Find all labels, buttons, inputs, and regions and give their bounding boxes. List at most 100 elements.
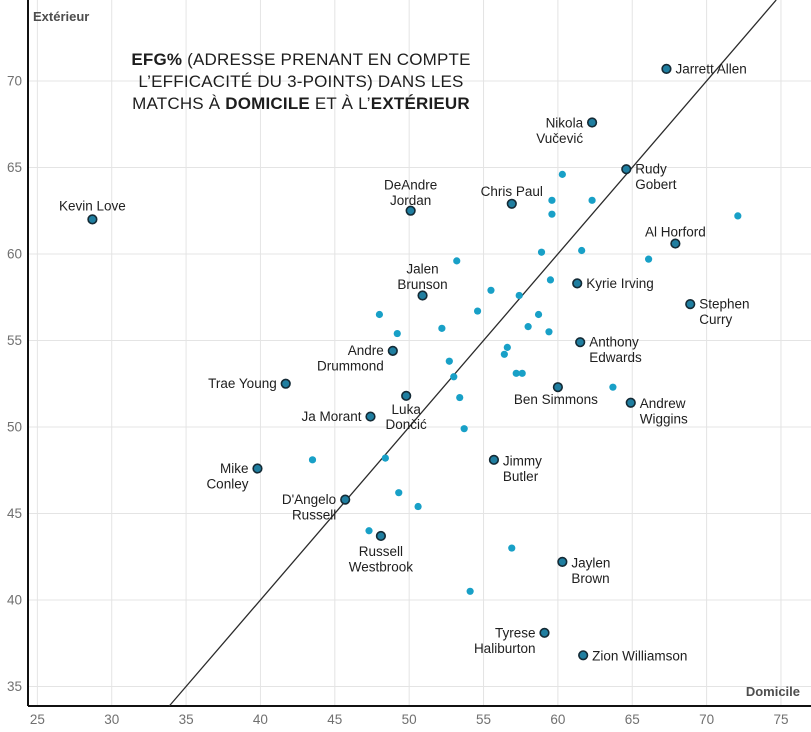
- player-label: D'Angelo: [282, 492, 336, 507]
- data-point: [609, 383, 617, 391]
- data-point: [546, 276, 555, 284]
- player-label: Conley: [206, 476, 248, 491]
- data-point: [558, 170, 566, 178]
- data-point: [645, 255, 653, 263]
- data-point: [734, 212, 742, 220]
- data-point: [537, 248, 546, 256]
- data-point: [414, 502, 422, 511]
- y-tick-label: 40: [7, 592, 22, 607]
- player-label: Jimmy: [503, 453, 542, 468]
- data-point-labeled: [387, 345, 398, 356]
- data-point-labeled: [621, 164, 632, 175]
- player-label: DeAndre: [384, 178, 437, 193]
- player-label: Jaylen: [571, 555, 610, 570]
- player-label: Russell: [359, 544, 403, 559]
- y-tick-label: 45: [7, 506, 22, 521]
- unlabeled-points: [308, 170, 742, 595]
- player-label: Nikola: [546, 115, 584, 130]
- player-label: Tyrese: [495, 625, 536, 640]
- data-point: [308, 456, 317, 464]
- data-point-labeled: [405, 205, 416, 216]
- data-point: [524, 323, 532, 331]
- player-label: Brown: [571, 571, 609, 586]
- data-point: [515, 291, 523, 300]
- x-tick-label: 55: [476, 712, 491, 727]
- data-point: [548, 196, 556, 204]
- data-point-labeled: [578, 650, 589, 661]
- data-point: [518, 369, 526, 377]
- data-point: [503, 343, 511, 351]
- data-point-labeled: [340, 494, 351, 505]
- x-tick-label: 30: [104, 712, 119, 727]
- player-label: Chris Paul: [481, 184, 543, 199]
- data-point: [438, 324, 446, 332]
- data-point: [456, 393, 464, 402]
- data-point-labeled: [506, 198, 517, 209]
- player-label: Jarrett Allen: [675, 61, 746, 76]
- y-tick-label: 70: [7, 73, 22, 88]
- data-point-labeled: [572, 278, 583, 289]
- data-point: [548, 210, 556, 218]
- data-point-labeled: [670, 238, 681, 249]
- data-point-labeled: [575, 337, 586, 348]
- y-tick-label: 60: [7, 246, 22, 261]
- player-label: Luka: [392, 402, 422, 417]
- data-point: [466, 587, 474, 595]
- x-tick-label: 45: [327, 712, 342, 727]
- x-axis-title: Domicile: [746, 684, 800, 699]
- player-label: Edwards: [589, 350, 642, 365]
- player-label: Trae Young: [208, 376, 277, 391]
- data-point-labeled: [280, 378, 291, 389]
- y-tick-label: 35: [7, 679, 22, 694]
- player-label: Brunson: [397, 277, 447, 292]
- player-label: Haliburton: [474, 641, 536, 656]
- data-point: [450, 373, 458, 381]
- data-point: [588, 196, 596, 204]
- data-point-labeled: [488, 454, 500, 465]
- data-point-labeled: [539, 627, 550, 638]
- data-point-labeled: [365, 411, 376, 422]
- data-point-labeled: [401, 390, 412, 401]
- data-point-labeled: [552, 382, 563, 393]
- data-point: [578, 246, 586, 255]
- x-tick-label: 60: [550, 712, 565, 727]
- data-point-labeled: [87, 214, 98, 225]
- chart-title-line: EFG% (ADRESSE PRENANT EN COMPTE: [131, 50, 470, 69]
- y-tick-label: 55: [7, 333, 22, 348]
- player-label: Butler: [503, 469, 539, 484]
- data-point-labeled: [557, 556, 568, 567]
- y-tick-label: 50: [7, 419, 22, 434]
- data-point-labeled: [661, 63, 672, 74]
- data-point-labeled: [685, 299, 696, 310]
- player-label: Andre: [348, 343, 384, 358]
- player-label: Kevin Love: [59, 198, 126, 213]
- player-label: Jordan: [390, 193, 431, 208]
- data-point-labeled: [417, 290, 428, 301]
- data-point: [512, 369, 520, 377]
- y-tick-labels: 35 40 45 50 55 60 65 70: [7, 73, 22, 693]
- data-point: [460, 425, 468, 433]
- player-label: Al Horford: [645, 225, 706, 240]
- data-point: [453, 257, 461, 265]
- data-point: [534, 310, 543, 319]
- player-label: Curry: [699, 312, 732, 327]
- player-label: Drummond: [317, 358, 384, 373]
- player-label: Dončić: [386, 417, 428, 432]
- x-tick-label: 70: [699, 712, 714, 727]
- data-point-labeled: [586, 117, 598, 128]
- chart-title-line: L’EFFICACITÉ DU 3-POINTS) DANS LES: [138, 72, 463, 91]
- x-tick-label: 40: [253, 712, 268, 727]
- data-point: [545, 328, 553, 336]
- player-label: Stephen: [699, 297, 749, 312]
- data-point: [500, 350, 508, 358]
- player-label: Gobert: [635, 177, 677, 192]
- chart-title: EFG% (ADRESSE PRENANT EN COMPTE L’EFFICAC…: [131, 50, 470, 113]
- data-point: [473, 307, 482, 315]
- chart-title-line: MATCHS À DOMICILE ET À L’EXTÉRIEUR: [132, 94, 470, 113]
- player-label: Rudy: [635, 162, 667, 177]
- x-tick-labels: 25 30 35 40 45 50 55 60 65 70 75: [30, 712, 789, 727]
- data-point-labeled: [252, 463, 263, 474]
- data-point: [375, 310, 384, 319]
